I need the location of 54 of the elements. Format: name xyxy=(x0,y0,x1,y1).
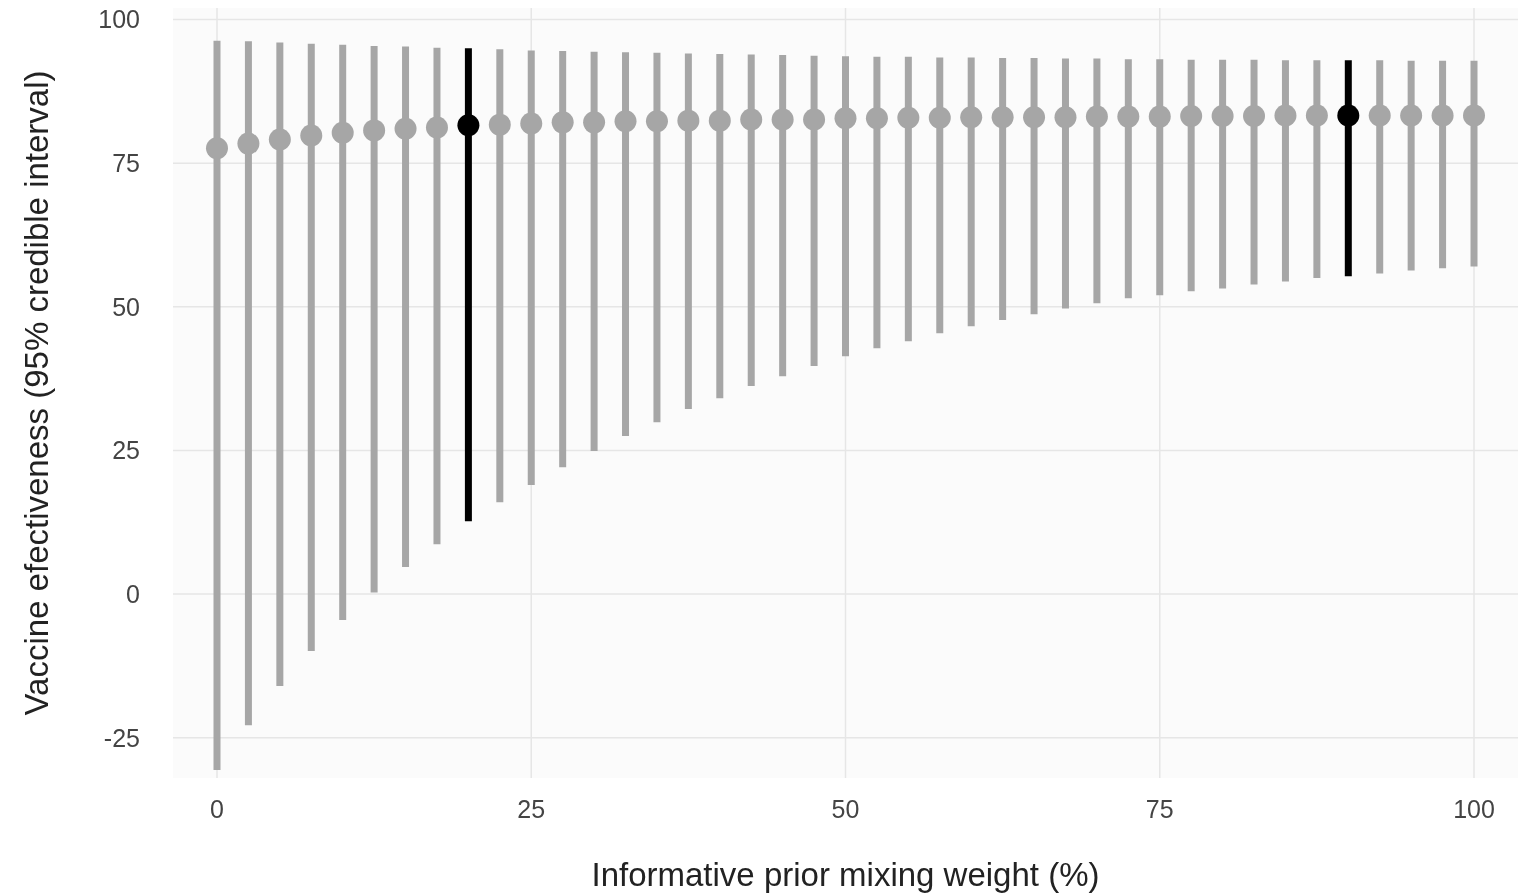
point xyxy=(740,108,763,131)
point xyxy=(834,107,857,130)
point xyxy=(300,124,323,147)
point xyxy=(1463,104,1485,127)
point xyxy=(1400,104,1423,127)
point xyxy=(551,111,574,134)
point xyxy=(677,109,700,132)
y-tick-label: 25 xyxy=(112,436,140,465)
point xyxy=(457,114,480,137)
point xyxy=(363,119,386,142)
point xyxy=(425,116,448,139)
point xyxy=(928,106,951,129)
y-tick-label: 50 xyxy=(112,292,140,321)
y-tick-label: 0 xyxy=(126,579,140,608)
point xyxy=(1243,105,1266,128)
point xyxy=(1085,105,1108,128)
point xyxy=(865,107,888,130)
x-tick-label: 75 xyxy=(1145,795,1174,823)
point xyxy=(1211,105,1234,128)
y-tick-label: 100 xyxy=(98,5,140,34)
point xyxy=(1305,104,1328,127)
point xyxy=(708,109,731,132)
x-tick-label: 25 xyxy=(517,795,546,823)
x-tick-label: 100 xyxy=(1453,795,1495,823)
point xyxy=(1148,105,1171,128)
point xyxy=(331,121,354,144)
x-axis-title: Informative prior mixing weight (%) xyxy=(591,856,1100,893)
point xyxy=(960,106,983,129)
point xyxy=(237,132,260,155)
point xyxy=(991,106,1014,129)
point xyxy=(1337,104,1360,127)
point xyxy=(1274,104,1297,127)
point xyxy=(645,110,668,133)
point xyxy=(1117,105,1140,128)
point xyxy=(520,112,543,135)
point xyxy=(206,137,228,160)
y-axis-title: Vaccine efectiveness (95% credible interval) xyxy=(18,70,55,716)
point xyxy=(803,108,826,131)
point xyxy=(1023,106,1046,129)
point xyxy=(1431,104,1454,127)
point xyxy=(268,128,291,151)
x-tick-label: 50 xyxy=(831,795,860,823)
point xyxy=(614,110,637,133)
point xyxy=(1180,105,1203,128)
x-tick-label: 0 xyxy=(210,795,224,823)
point xyxy=(771,108,794,131)
point xyxy=(488,113,511,136)
point xyxy=(1054,106,1077,129)
y-tick-label: 75 xyxy=(112,148,140,177)
point xyxy=(897,106,920,129)
point xyxy=(1368,104,1391,127)
point xyxy=(394,117,417,140)
y-tick-label: -25 xyxy=(103,723,140,752)
point xyxy=(583,111,606,134)
